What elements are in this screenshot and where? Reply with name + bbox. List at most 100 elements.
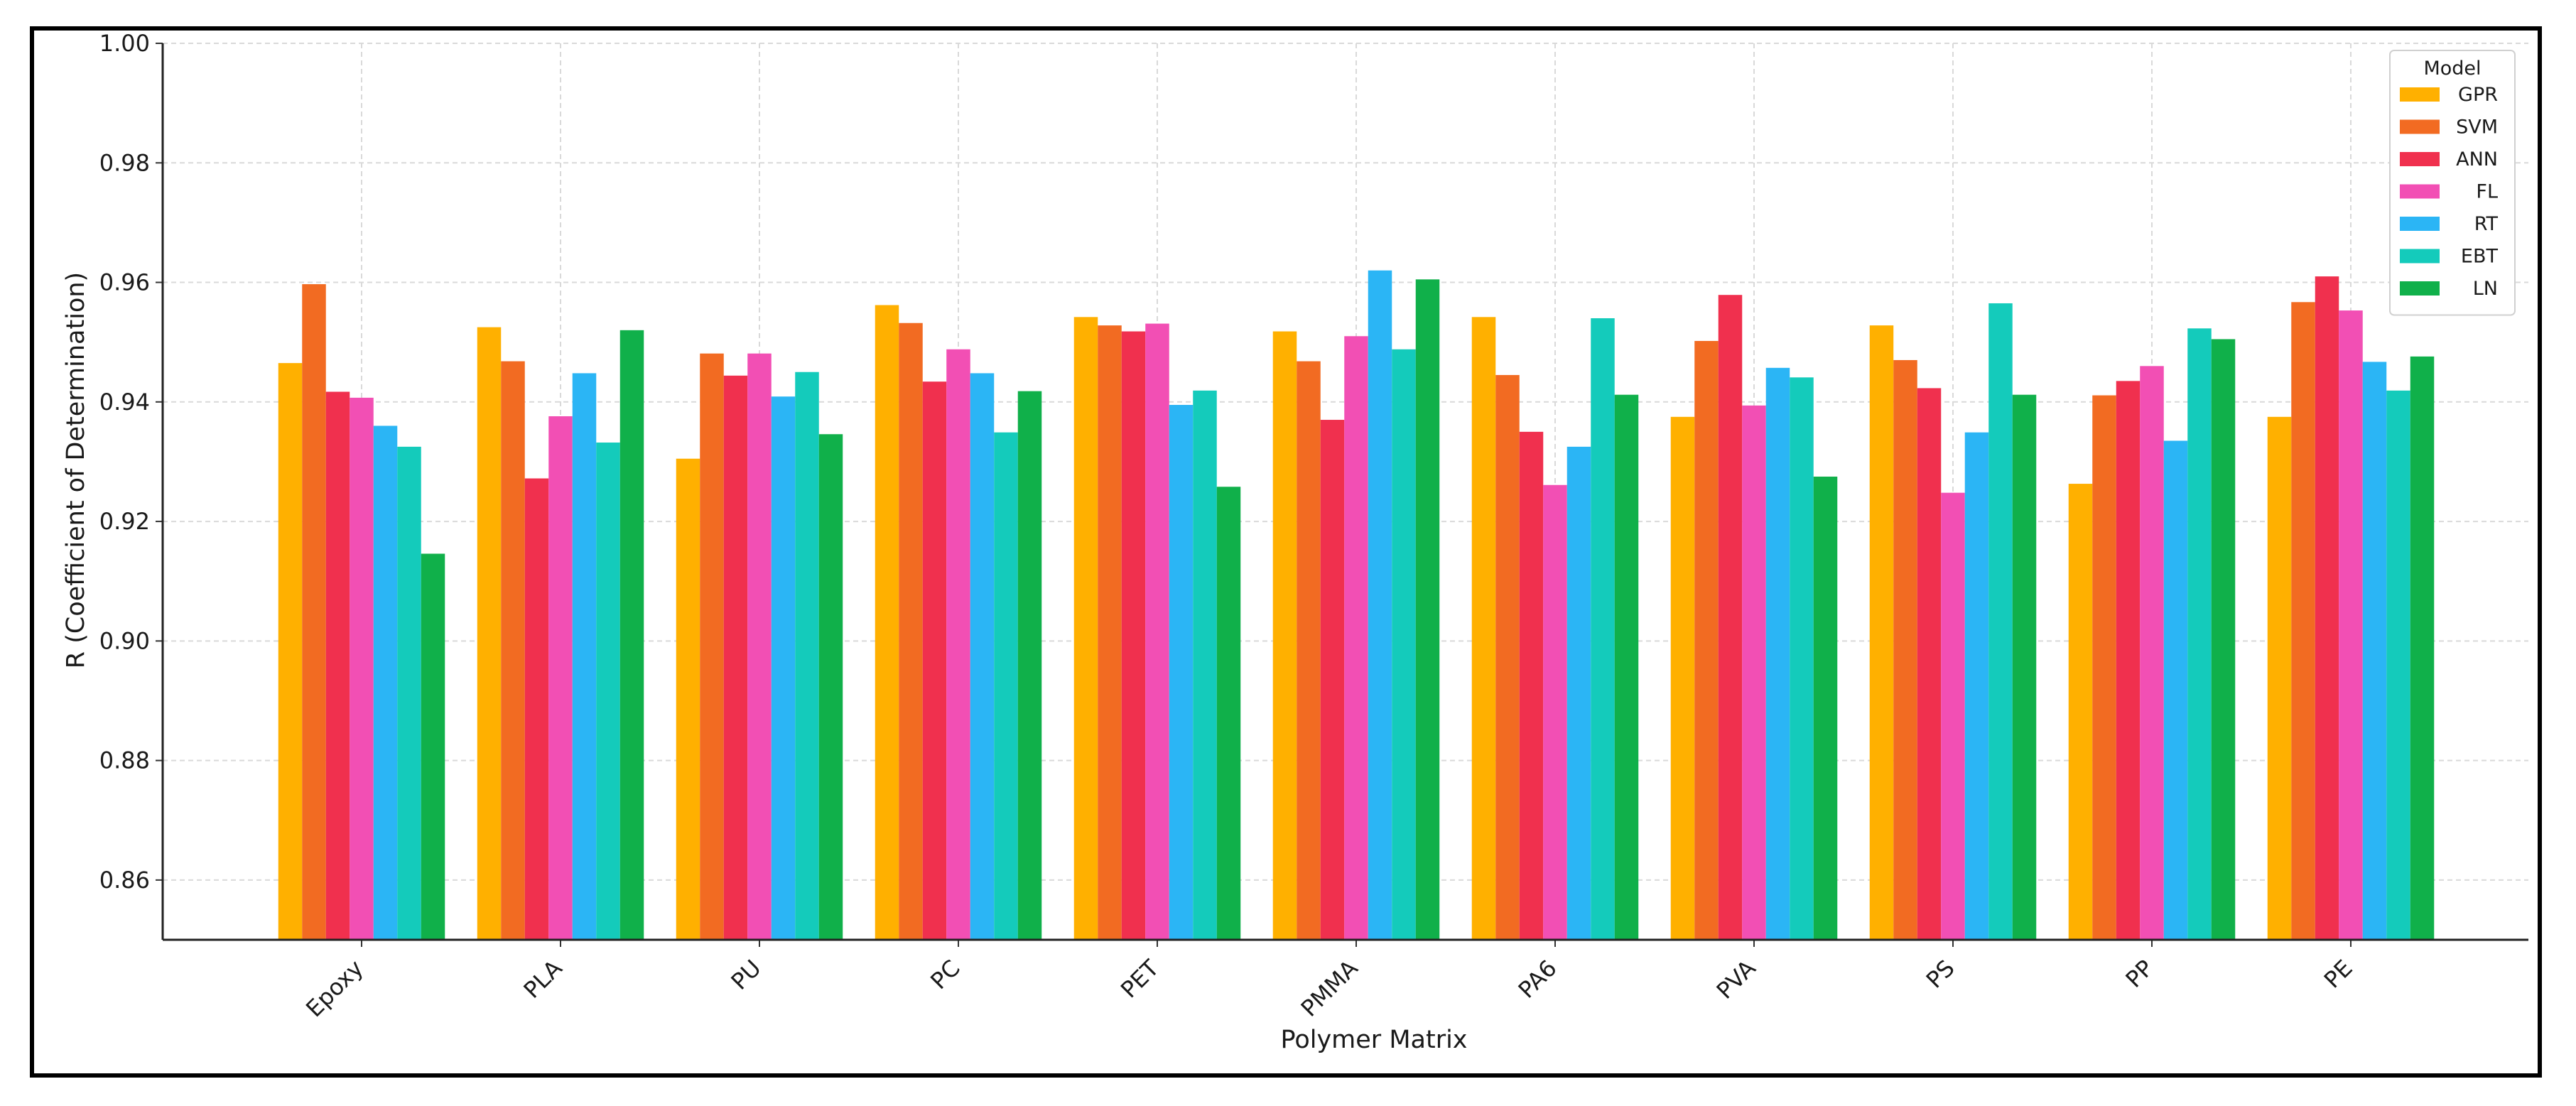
legend-swatch-ann (2400, 152, 2440, 166)
y-tick-labels: 0.86 0.88 0.90 0.92 0.94 0.96 0.98 1.00 (99, 31, 150, 894)
x-tick-label: PVA (1711, 955, 1761, 1004)
legend-swatch-gpr (2400, 87, 2440, 102)
x-tick-label: PS (1921, 955, 1960, 994)
y-tick-label: 0.86 (99, 867, 150, 894)
x-tick-label: PLA (519, 955, 568, 1004)
bar-pmma-gpr (1272, 331, 1297, 940)
legend-label-ln: LN (2473, 278, 2498, 300)
bar-pa6-ebt (1591, 318, 1615, 940)
legend: Model GPR SVM ANN FL RT EBT LN (2389, 50, 2516, 316)
bar-pva-ann (1718, 295, 1743, 940)
bar-pe-ebt (2386, 390, 2410, 940)
bar-pu-ann (723, 375, 748, 940)
bar-pe-ann (2315, 276, 2339, 940)
bar-pc-ln (1017, 391, 1042, 940)
bar-pva-fl (1742, 405, 1766, 940)
bar-pla-svm (501, 361, 525, 940)
y-tick-label: 1.00 (99, 31, 150, 57)
legend-swatch-svm (2400, 119, 2440, 134)
bar-pc-svm (899, 322, 923, 940)
bar-ps-fl (1941, 492, 1965, 940)
bar-pva-gpr (1670, 416, 1695, 940)
bar-epoxy-gpr (278, 363, 303, 940)
x-tick-label: PP (2120, 955, 2158, 993)
bar-pa6-ln (1614, 394, 1639, 940)
bar-epoxy-ann (325, 391, 350, 940)
bar-pu-svm (700, 353, 724, 940)
bar-pet-ebt (1193, 390, 1217, 940)
legend-box (2389, 50, 2516, 316)
y-tick-label: 0.98 (99, 149, 150, 176)
y-tick-label: 0.92 (99, 508, 150, 535)
bar-pmma-ann (1320, 420, 1345, 940)
legend-swatch-rt (2400, 217, 2440, 231)
bar-pla-rt (572, 373, 597, 940)
bar-pu-gpr (676, 458, 700, 940)
y-tick-label: 0.96 (99, 269, 150, 296)
bar-pa6-fl (1543, 484, 1567, 940)
bar-pet-ln (1216, 487, 1241, 940)
bar-pet-rt (1169, 405, 1194, 940)
bar-pp-gpr (2068, 484, 2093, 940)
bar-pla-ann (524, 478, 549, 940)
bar-pp-ln (2211, 339, 2236, 940)
legend-label-gpr: GPR (2458, 84, 2498, 106)
bar-pe-gpr (2267, 416, 2292, 940)
bar-epoxy-rt (373, 425, 398, 940)
bar-pc-ann (922, 381, 947, 940)
legend-swatch-ebt (2400, 249, 2440, 264)
bar-pp-ebt (2187, 328, 2212, 940)
x-tick-label: PU (726, 955, 767, 995)
x-tick-label: PET (1115, 954, 1164, 1003)
bar-pp-rt (2163, 440, 2188, 940)
bar-pe-ln (2410, 356, 2435, 940)
x-tick-label: PE (2319, 955, 2358, 994)
bar-pp-fl (2140, 366, 2164, 940)
bar-pet-ann (1121, 331, 1146, 940)
legend-title: Model (2423, 58, 2481, 80)
bar-ps-ln (2012, 394, 2037, 940)
bar-ps-ann (1917, 388, 1942, 940)
bar-pa6-gpr (1471, 317, 1496, 940)
bar-epoxy-svm (302, 284, 326, 940)
legend-label-svm: SVM (2456, 116, 2498, 139)
bar-pe-svm (2291, 302, 2315, 940)
legend-label-ann: ANN (2456, 148, 2498, 170)
x-tick-label: Epoxy (301, 955, 368, 1022)
bar-pc-ebt (994, 432, 1018, 940)
bar-pla-gpr (477, 327, 502, 940)
bar-pmma-svm (1297, 361, 1321, 940)
bar-epoxy-ebt (397, 446, 421, 940)
bar-pet-fl (1145, 323, 1169, 940)
bar-pp-ann (2116, 381, 2141, 940)
bar-ps-rt (1964, 432, 1989, 940)
bar-pva-ln (1813, 476, 1838, 940)
bar-pp-svm (2092, 395, 2116, 940)
bar-pla-fl (548, 416, 573, 940)
axes (156, 43, 2528, 947)
bars (278, 270, 2435, 940)
bar-pe-fl (2339, 310, 2363, 940)
bar-pet-gpr (1073, 317, 1098, 940)
bar-pu-ebt (795, 372, 819, 940)
bar-epoxy-fl (350, 397, 374, 940)
legend-swatch-ln (2400, 281, 2440, 296)
x-tick-label: PA6 (1513, 955, 1562, 1004)
legend-swatch-fl (2400, 184, 2440, 199)
bar-epoxy-ln (421, 553, 445, 940)
bar-pa6-rt (1566, 446, 1591, 940)
x-tick-label: PC (925, 955, 965, 994)
bar-pc-rt (970, 373, 995, 940)
y-tick-label: 0.94 (99, 389, 150, 416)
bar-pmma-fl (1344, 336, 1368, 940)
bar-ps-gpr (1869, 325, 1894, 940)
bar-pmma-ln (1415, 279, 1440, 940)
bar-pu-ln (818, 434, 843, 940)
bar-pmma-ebt (1392, 349, 1416, 940)
legend-label-ebt: EBT (2461, 246, 2499, 268)
y-axis-title: R (Coefficient of Determination) (62, 272, 90, 668)
bar-ps-svm (1893, 359, 1917, 940)
y-tick-label: 0.90 (99, 627, 150, 654)
bar-pu-fl (747, 353, 772, 940)
bar-chart: 0.86 0.88 0.90 0.92 0.94 0.96 0.98 1.00 Epoxy PL… (62, 31, 2528, 1054)
